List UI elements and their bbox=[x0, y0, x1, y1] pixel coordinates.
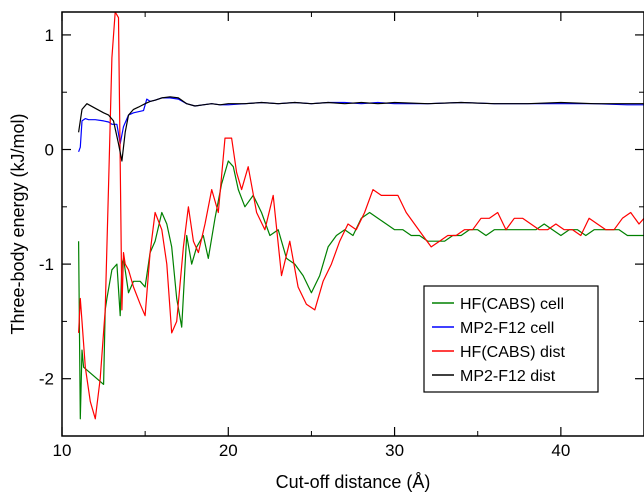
y-tick-label: 0 bbox=[45, 141, 54, 160]
x-axis-title: Cut-off distance (Å) bbox=[276, 472, 431, 492]
x-axis-ticks: 10 20 30 40 bbox=[53, 12, 570, 460]
plot-frame bbox=[61, 11, 644, 437]
y-axis-title: Three-body energy (kJ/mol) bbox=[8, 113, 28, 334]
y-tick-label: -1 bbox=[39, 255, 54, 274]
legend-label: MP2-F12 cell bbox=[460, 320, 554, 337]
legend-label: HF(CABS) cell bbox=[460, 296, 564, 313]
y-tick-label: -2 bbox=[39, 370, 54, 389]
series-line-3 bbox=[78, 96, 644, 162]
x-tick-label: 40 bbox=[551, 441, 570, 460]
x-tick-label: 10 bbox=[53, 441, 72, 460]
legend-label: HF(CABS) dist bbox=[460, 344, 565, 361]
x-tick-label: 30 bbox=[385, 441, 404, 460]
series-line-0 bbox=[78, 160, 644, 420]
y-tick-label: 1 bbox=[45, 26, 54, 45]
legend: HF(CABS) cell MP2-F12 cell HF(CABS) dist MP… bbox=[423, 285, 599, 393]
legend-label: MP2-F12 dist bbox=[460, 368, 556, 385]
y-axis-ticks: 1 0 -1 -2 bbox=[39, 26, 644, 437]
x-tick-label: 20 bbox=[219, 441, 238, 460]
series-layer bbox=[78, 12, 644, 420]
series-line-2 bbox=[78, 12, 644, 420]
series-line-1 bbox=[78, 97, 644, 153]
